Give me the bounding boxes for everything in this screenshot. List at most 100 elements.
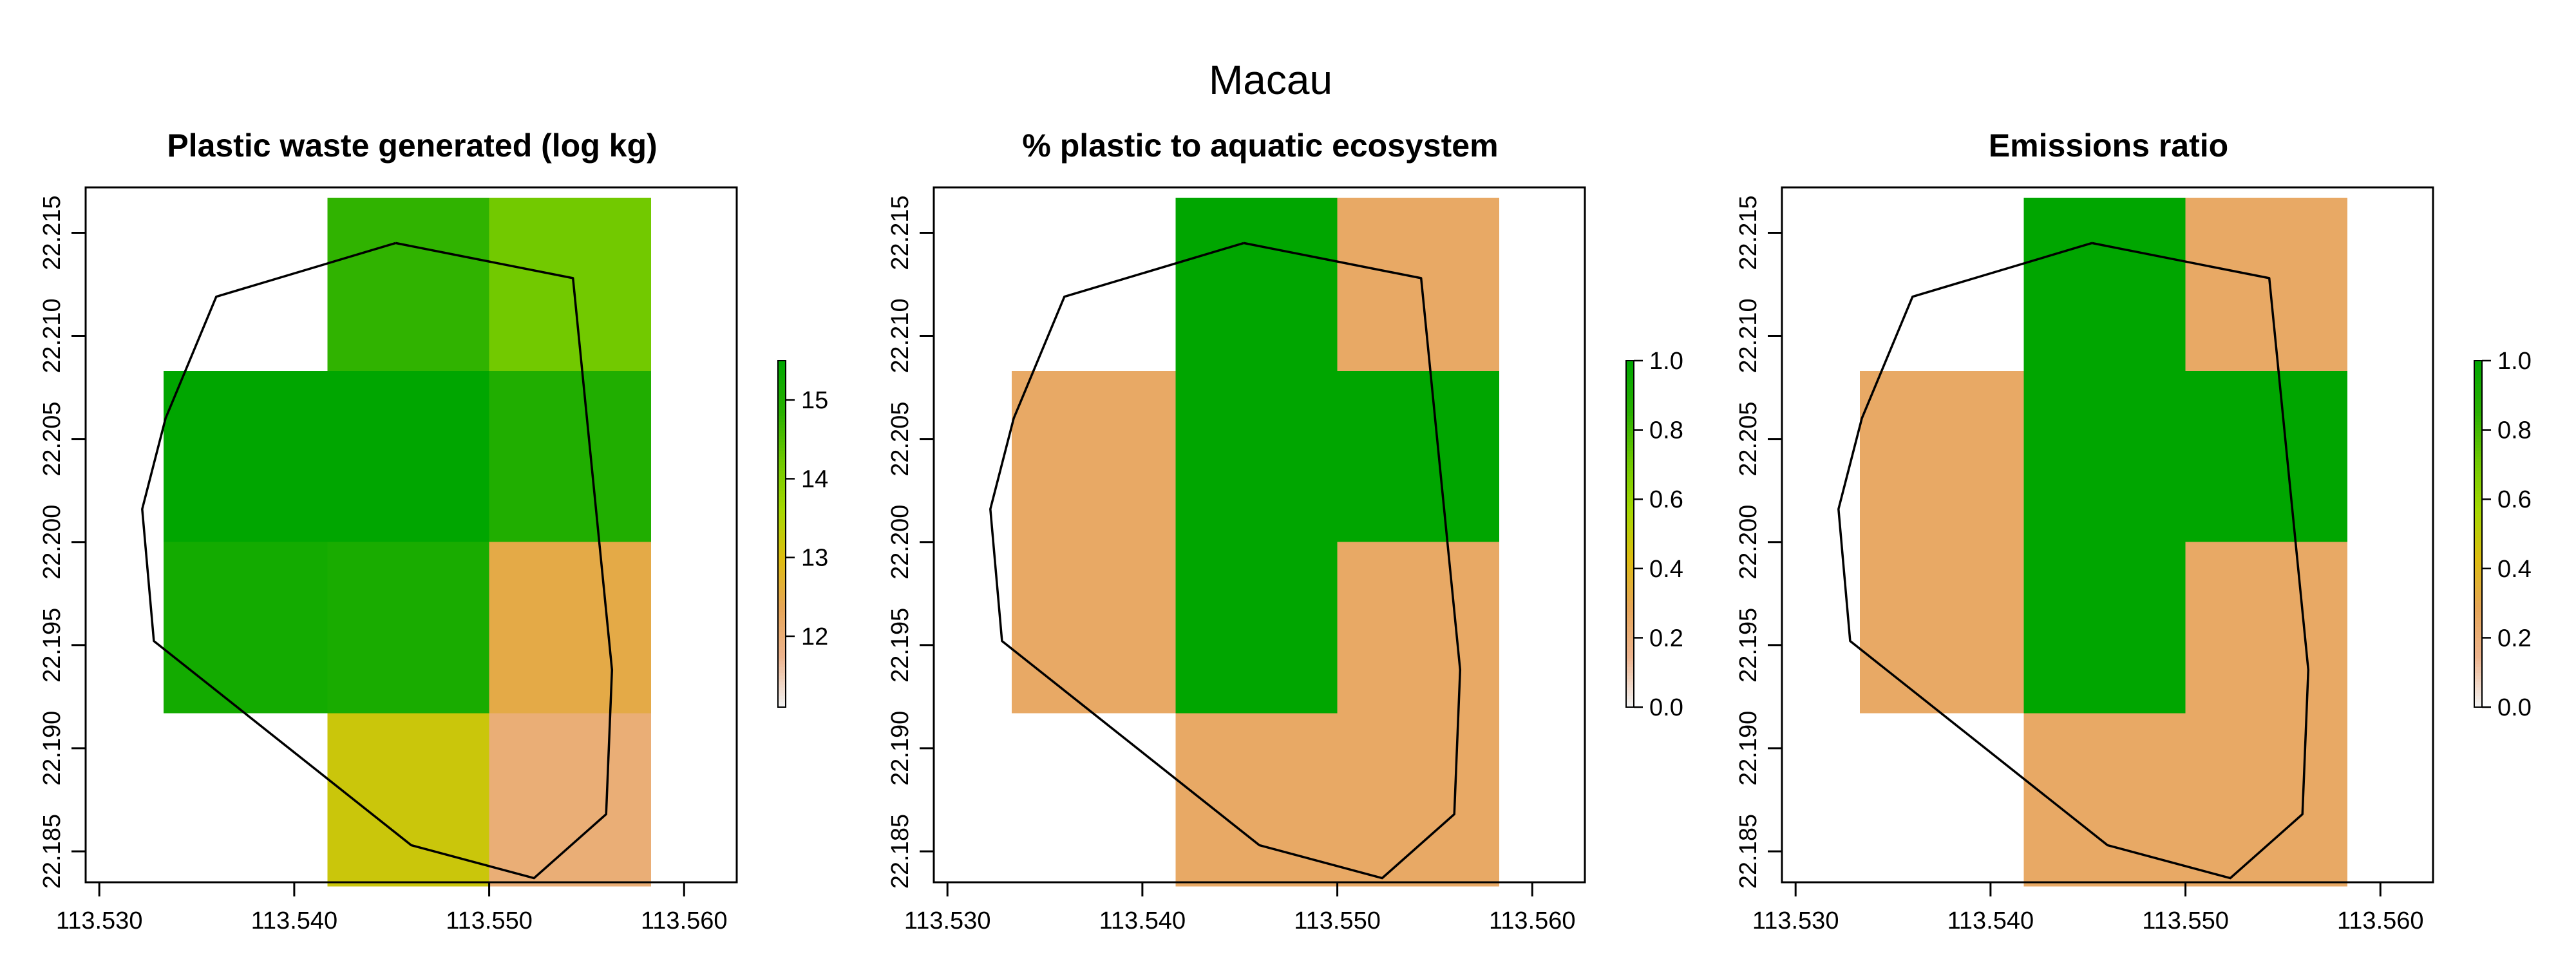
macau-outline (1837, 242, 2310, 880)
legend-swatch (778, 672, 786, 676)
heatmap-cell (2185, 713, 2347, 887)
legend-swatch (778, 502, 786, 506)
legend-swatch (2474, 528, 2482, 532)
legend-swatch (1626, 369, 1634, 373)
legend-swatch (778, 649, 786, 653)
legend-swatch (2474, 430, 2482, 433)
legend-swatch (778, 655, 786, 659)
legend-swatch (1626, 398, 1634, 402)
legend-swatch (1626, 698, 1634, 702)
heatmap-cells (164, 198, 651, 887)
legend-swatch (778, 444, 786, 448)
y-axis: 22.185 22.190 22.195 22.200 22.205 22.210 22.2… (39, 195, 86, 889)
x-tick-label: 113.560 (1489, 907, 1576, 934)
legend-swatch (2474, 655, 2482, 659)
legend-swatch (2474, 493, 2482, 497)
legend-swatch (1626, 655, 1634, 659)
legend-swatch (1626, 574, 1634, 578)
legend-swatch (2474, 363, 2482, 367)
legend-swatch (2474, 412, 2482, 416)
legend-swatch (2474, 455, 2482, 460)
x-axis: 113.530 113.540 113.550 113.560 (1752, 882, 2424, 934)
legend-swatch (778, 629, 786, 633)
legend-swatch (1626, 562, 1634, 567)
legend-swatch (2474, 470, 2482, 474)
panel-emissions-ratio: Emissions ratio 113.530 113.540 113.550 113… (1735, 128, 2532, 934)
heatmap-cell (489, 542, 651, 714)
legend-swatch (1626, 496, 1634, 500)
legend-swatch (1626, 447, 1634, 451)
legend-tick-label: 0.4 (2497, 556, 2532, 583)
legend-swatch (1626, 502, 1634, 506)
legend-swatch (2474, 632, 2482, 636)
y-tick-label: 22.195 (39, 608, 66, 683)
legend-swatch (2474, 418, 2482, 422)
legend-swatch (1626, 511, 1634, 515)
legend-swatch (1626, 439, 1634, 442)
legend-swatch (778, 678, 786, 682)
panel-title: Plastic waste generated (log kg) (167, 128, 657, 164)
y-tick-label: 22.190 (39, 711, 66, 786)
heatmap-cell (164, 370, 489, 542)
legend-swatch (778, 513, 786, 517)
legend-swatch (2474, 562, 2482, 567)
legend-swatch (2474, 551, 2482, 555)
y-tick-label: 22.200 (39, 505, 66, 580)
legend-swatch (778, 395, 786, 399)
legend-swatch (2474, 372, 2482, 376)
legend-swatch (778, 632, 786, 636)
legend-swatch (778, 519, 786, 523)
heatmap-cell (327, 542, 489, 714)
y-tick-label: 22.205 (1735, 402, 1762, 477)
legend-swatch (1626, 603, 1634, 607)
legend-swatch (1626, 669, 1634, 673)
legend-swatch (2474, 669, 2482, 673)
legend-swatch (778, 687, 786, 690)
legend-swatch (778, 386, 786, 390)
legend-swatch (1626, 542, 1634, 546)
legend-swatch (778, 638, 786, 641)
legend-swatch (778, 441, 786, 445)
legend-swatch (778, 663, 786, 668)
legend-swatch (778, 534, 786, 538)
color-legend: 0.0 0.2 0.4 0.6 0.8 1.0 (1625, 348, 1683, 721)
legend-swatch (2474, 496, 2482, 500)
legend-swatch (778, 421, 786, 425)
legend-swatch (778, 361, 786, 365)
legend-swatch (778, 401, 786, 405)
heatmap-cell (1175, 542, 1338, 714)
legend-swatch (2474, 687, 2482, 690)
legend-swatch (1626, 643, 1634, 647)
legend-swatch (1626, 577, 1634, 581)
legend-swatch (2474, 502, 2482, 506)
x-tick-label: 113.550 (1294, 907, 1381, 934)
legend-tick-label: 0.0 (2497, 694, 2532, 721)
legend-swatch (2474, 612, 2482, 616)
legend-swatch (1626, 640, 1634, 645)
legend-swatch (2474, 640, 2482, 645)
legend-swatch (1626, 372, 1634, 376)
legend-swatch (2474, 623, 2482, 627)
x-tick-label: 113.540 (1947, 907, 2034, 934)
legend-swatch (2474, 461, 2482, 466)
legend-swatch (2474, 439, 2482, 442)
heatmap-cell (489, 198, 651, 371)
legend-swatch (1626, 424, 1634, 428)
legend-swatch (2474, 386, 2482, 390)
legend-swatch (2474, 661, 2482, 665)
legend-swatch (778, 372, 786, 376)
legend-swatch (778, 450, 786, 454)
legend-swatch (778, 499, 786, 503)
legend-swatch (778, 606, 786, 610)
legend-swatch (1626, 383, 1634, 388)
plot-frame (933, 186, 1586, 884)
y-axis: 22.185 22.190 22.195 22.200 22.205 22.210 22.2… (887, 195, 934, 889)
legend-swatch (1626, 366, 1634, 370)
x-tick-label: 113.530 (56, 907, 143, 934)
legend-swatch (2474, 614, 2482, 618)
legend-swatch (778, 612, 786, 616)
legend-swatch (1626, 580, 1634, 584)
legend-swatch (1626, 678, 1634, 682)
legend-swatch (1626, 476, 1634, 480)
legend-tick-label: 15 (801, 387, 828, 414)
